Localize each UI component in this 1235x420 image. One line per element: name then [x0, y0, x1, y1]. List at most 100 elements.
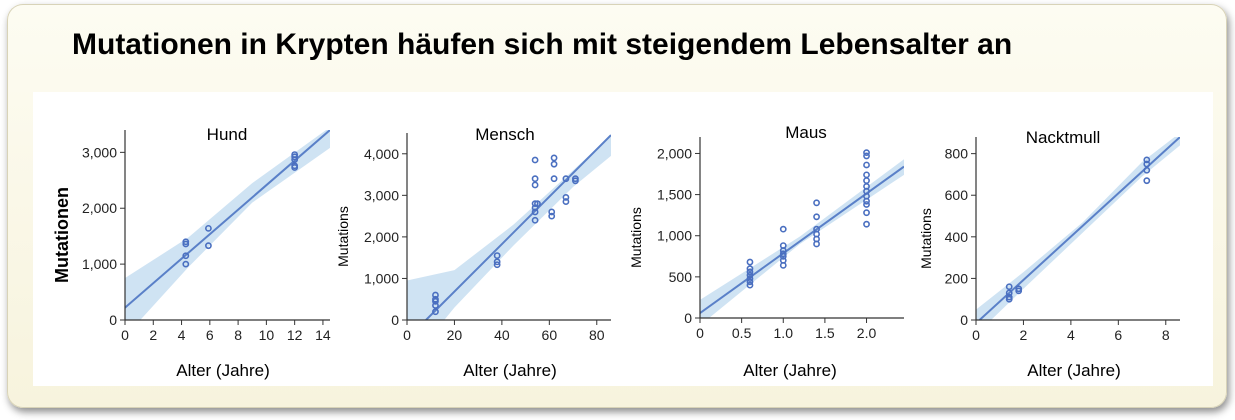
- data-point: [813, 213, 820, 221]
- data-point: [432, 302, 439, 309]
- data-point: [562, 175, 570, 183]
- data-point: [493, 258, 501, 266]
- data-point: [1143, 156, 1151, 164]
- confidence-band: [407, 135, 611, 320]
- data-point: [863, 209, 870, 217]
- x-tick-label: 0: [403, 327, 411, 343]
- data-point: [562, 194, 570, 201]
- data-point: [863, 171, 870, 179]
- plot-area: [407, 134, 611, 320]
- x-tick-label: 20: [447, 327, 463, 343]
- x-tick-label: 2.0: [857, 325, 877, 341]
- y-tick-label: 400: [945, 229, 969, 245]
- y-axis-label: Mutationen: [52, 187, 72, 283]
- y-tick-label: 4,000: [364, 146, 399, 162]
- y-tick-label: 0: [960, 312, 968, 328]
- x-tick-label: 6: [206, 327, 214, 343]
- data-point: [562, 198, 570, 205]
- data-point: [205, 224, 212, 232]
- data-point: [1005, 289, 1013, 297]
- x-tick-label: 12: [287, 327, 303, 343]
- plot-area: [700, 149, 904, 318]
- y-tick-label: 1,000: [82, 256, 117, 272]
- y-tick-label: 0: [391, 312, 399, 328]
- y-tick-label: 500: [669, 269, 693, 285]
- plot-area: [976, 137, 1180, 320]
- data-point: [779, 252, 787, 260]
- chart-maus: 0 0.5 1.0 1.5 2.0 0 500 1,000 1,500 2,000 Maus Alte…: [628, 123, 904, 380]
- data-point: [1143, 177, 1151, 185]
- data-point: [548, 212, 556, 220]
- data-point: [813, 199, 820, 207]
- data-point: [432, 291, 439, 299]
- chart-nacktmull: 0 2 4 6 8 0 200 400 600 800 Nacktmull Alter (Jahre)…: [918, 128, 1180, 380]
- x-tick-label: 0: [972, 327, 980, 343]
- data-point: [779, 250, 787, 258]
- x-tick-label: 2: [1020, 327, 1028, 343]
- chart-title: Hund: [207, 125, 248, 144]
- x-tick-label: 8: [234, 327, 242, 343]
- data-point: [531, 216, 539, 224]
- x-tick-label: 40: [494, 327, 510, 343]
- data-point: [779, 225, 787, 233]
- x-tick-label: 14: [315, 327, 331, 343]
- regression-line: [425, 134, 611, 320]
- data-point: [746, 265, 754, 273]
- data-point: [746, 278, 754, 286]
- y-tick-label: 200: [945, 270, 969, 286]
- y-tick-label: 600: [945, 187, 969, 203]
- x-axis-label: Alter (Jahre): [743, 361, 837, 380]
- y-tick-label: 1,000: [657, 228, 692, 244]
- data-point: [572, 177, 579, 185]
- data-point: [182, 260, 190, 268]
- data-point: [548, 208, 556, 216]
- y-tick-label: 2,000: [364, 229, 399, 245]
- data-point: [531, 175, 539, 183]
- data-point: [863, 149, 870, 157]
- x-tick-label: 1.0: [774, 325, 794, 341]
- x-tick-label: 4: [178, 327, 186, 343]
- data-point: [182, 238, 190, 246]
- data-point: [746, 268, 754, 276]
- chart-title: Nacktmull: [1026, 128, 1101, 147]
- data-point: [493, 261, 501, 269]
- x-axis-label: Alter (Jahre): [1027, 361, 1121, 380]
- x-tick-label: 0: [121, 327, 129, 343]
- data-point: [1143, 166, 1151, 174]
- y-axis-label: Mutations: [628, 207, 644, 268]
- data-point: [550, 175, 558, 183]
- data-point: [1005, 283, 1013, 291]
- data-point: [863, 177, 870, 185]
- data-point: [863, 161, 870, 169]
- data-point: [182, 252, 190, 260]
- y-tick-label: 1,000: [364, 270, 399, 286]
- regression-line: [125, 130, 330, 309]
- x-axis-label: Alter (Jahre): [176, 361, 270, 380]
- data-point: [863, 197, 870, 205]
- x-tick-label: 0.5: [732, 325, 752, 341]
- y-tick-label: 0: [684, 310, 692, 326]
- y-tick-label: 3,000: [82, 144, 117, 160]
- data-point: [1005, 295, 1013, 303]
- page-title: Mutationen in Krypten häufen sich mit st…: [72, 28, 1013, 61]
- data-point: [813, 240, 820, 248]
- x-tick-label: 10: [259, 327, 275, 343]
- y-tick-label: 1,500: [657, 187, 692, 203]
- data-point: [205, 242, 212, 250]
- confidence-band: [700, 159, 904, 318]
- plot-area: [125, 130, 330, 320]
- data-point: [863, 201, 870, 208]
- y-tick-label: 2,000: [657, 145, 692, 161]
- data-point: [531, 181, 539, 189]
- x-tick-label: 4: [1067, 327, 1075, 343]
- data-point: [550, 154, 558, 162]
- data-point: [863, 220, 870, 228]
- y-axis-label: Mutations: [335, 206, 351, 267]
- data-point: [746, 281, 754, 289]
- chart-title: Maus: [785, 123, 827, 142]
- x-tick-label: 0: [696, 325, 704, 341]
- x-tick-label: 60: [542, 327, 558, 343]
- data-point: [531, 156, 539, 164]
- data-point: [1143, 160, 1151, 168]
